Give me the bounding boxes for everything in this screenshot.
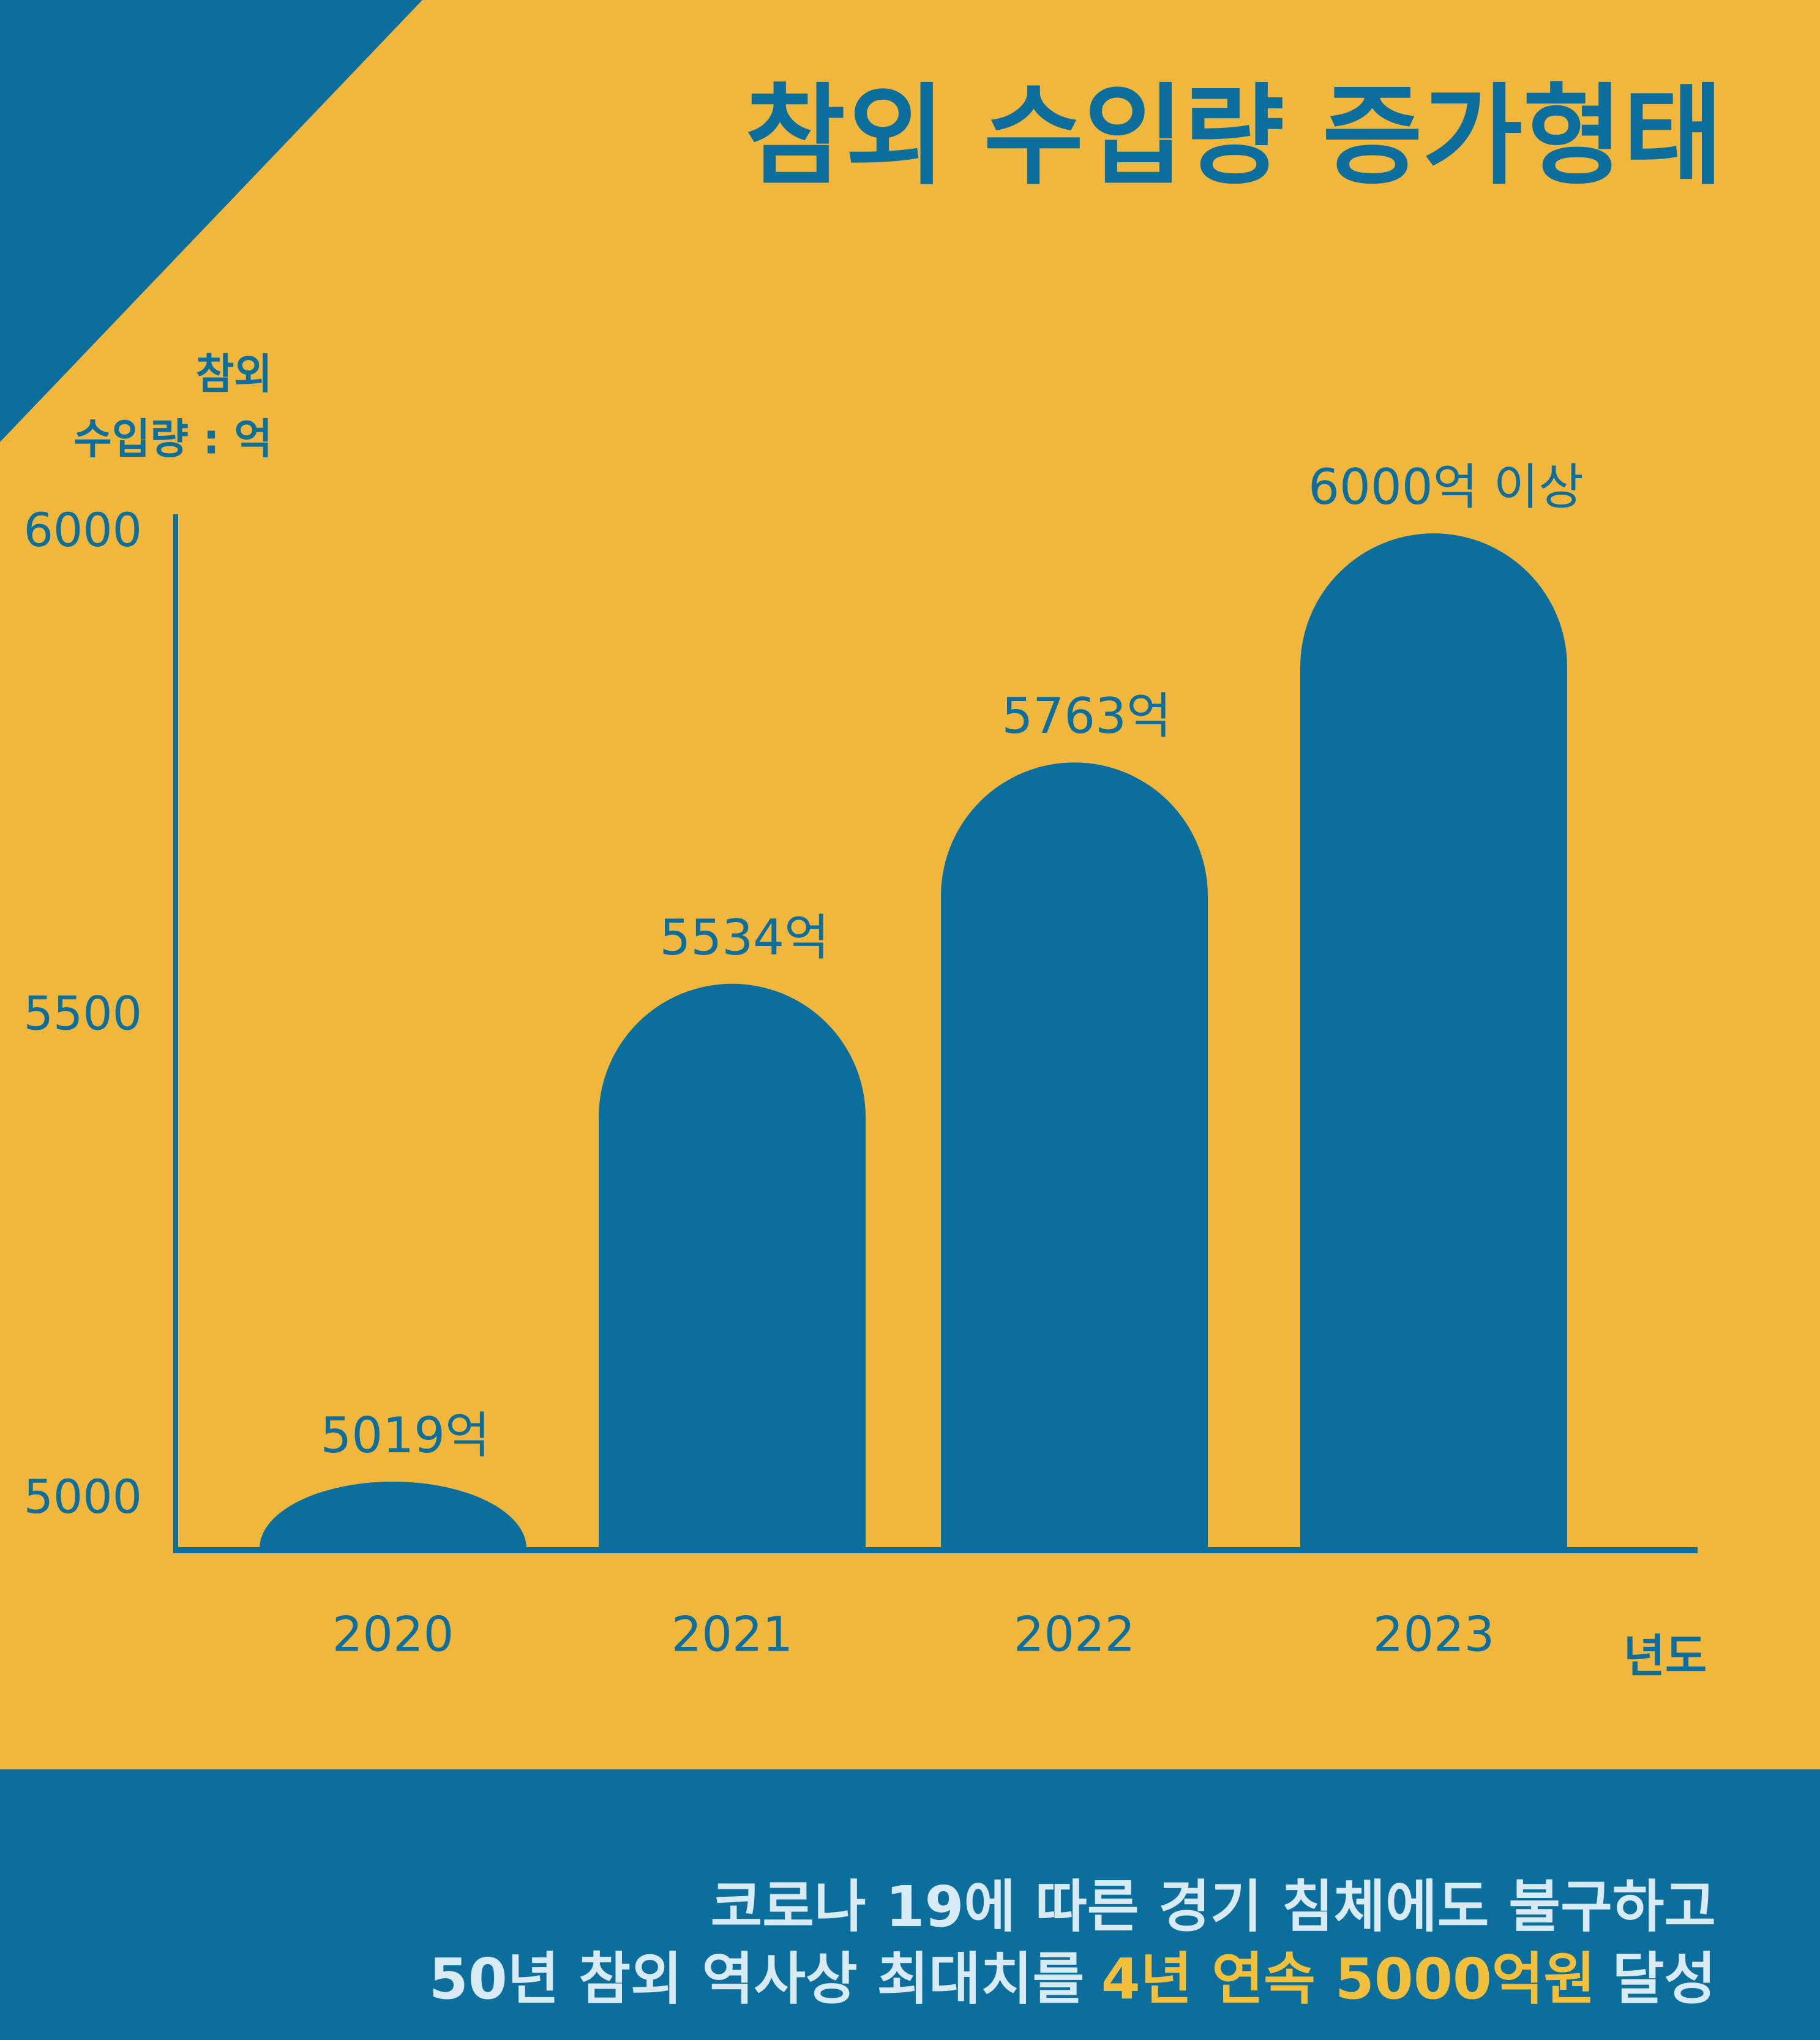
value-label: 5019억 [320,1407,490,1464]
y-tick-label: 6000 [24,503,142,557]
footer-highlight: 4년 연속 5000억원 [1101,1946,1596,2012]
footer-text: 달성 [1612,1946,1716,2012]
chart: 참외 수입량 증가형태 참외 수입량 : 억 년도 5000 5500 6000 20… [0,0,1723,1683]
y-tick-label: 5000 [24,1469,142,1524]
x-tick-label: 2021 [672,1607,793,1662]
bar [1300,533,1567,1548]
x-tick-label: 2020 [332,1607,454,1662]
y-axis-label: 참외 [196,351,272,399]
corner-triangle [0,0,422,442]
chart-title: 참외 수입량 증가형태 [745,73,1723,200]
footer-text: 50년 참외 역사상 최대치를 [429,1946,1085,2012]
x-tick-label: 2022 [1014,1607,1136,1662]
value-label: 6000억 이상 [1308,459,1584,516]
footer: 코로나 19에 따른 경기 침체에도 불구하고 50년 참외 역사상 최대치를 4… [0,1769,1820,2040]
footer-line: 50년 참외 역사상 최대치를 4년 연속 5000억원 달성 [429,1933,1716,2015]
x-axis-label: 년도 [1623,1630,1707,1683]
bar [260,1482,526,1548]
y-axis-label: 수입량 : 억 [73,416,272,464]
footer-line: 코로나 19에 따른 경기 침체에도 불구하고 [711,1861,1716,1943]
footer-text: 코로나 19에 따른 경기 침체에도 불구하고 [710,1874,1716,1940]
bar [941,762,1208,1548]
x-tick-label: 2023 [1373,1607,1495,1662]
bar [599,983,866,1548]
value-label: 5763억 [1002,688,1171,744]
value-label: 5534억 [659,909,829,966]
y-tick-label: 5500 [24,986,142,1040]
